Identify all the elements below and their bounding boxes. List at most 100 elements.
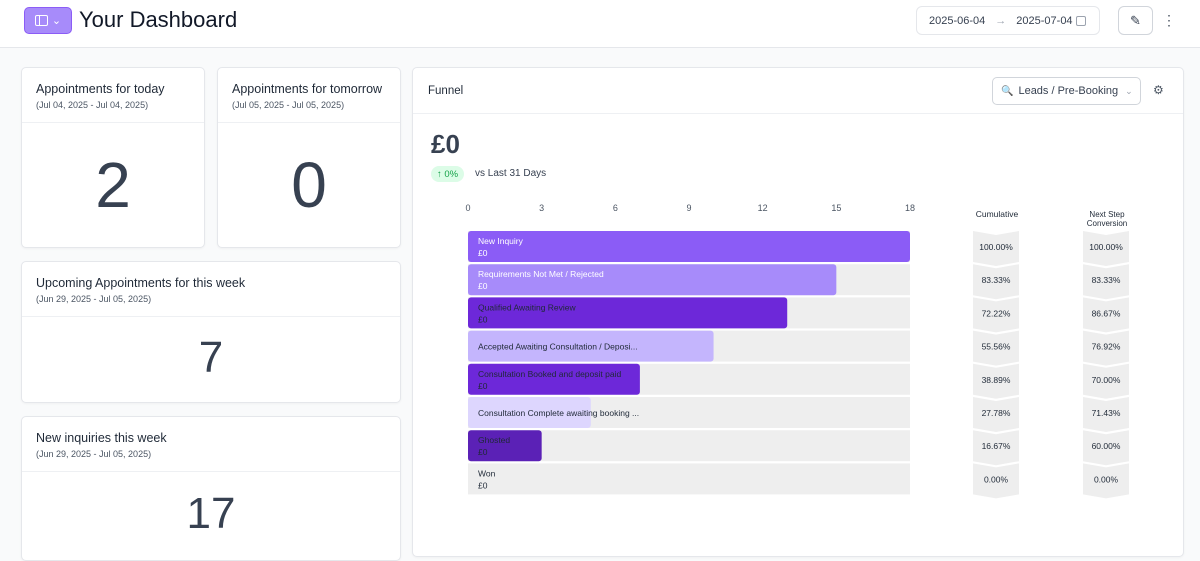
stage-amount: £0 <box>478 281 488 291</box>
next-step-conversion-value: 76.92% <box>1092 342 1121 352</box>
next-step-conversion-cell <box>1083 330 1129 366</box>
comparison-text: vs Last 31 Days <box>475 168 547 179</box>
next-step-conversion-cell <box>1083 264 1129 300</box>
cumulative-value: 38.89% <box>982 375 1011 385</box>
bar-track <box>468 463 910 495</box>
edit-dashboard-button[interactable]: ✎ <box>1118 6 1153 35</box>
funnel-total-value: £0 <box>431 129 460 159</box>
stage-amount: £0 <box>478 314 488 324</box>
card-title: Appointments for tomorrow <box>232 82 383 96</box>
pencil-icon: ✎ <box>1130 12 1141 28</box>
chevron-down-icon: ⌄ <box>51 15 62 27</box>
stage-label: Ghosted <box>478 435 510 445</box>
cumulative-cell <box>973 231 1019 266</box>
next-step-conversion-cell <box>1083 397 1129 432</box>
card-date-range: (Jun 29, 2025 - Jul 05, 2025) <box>36 294 152 304</box>
calendar-icon[interactable] <box>1075 15 1086 26</box>
cumulative-cell <box>973 430 1019 466</box>
x-tick-label: 12 <box>758 203 768 213</box>
next-step-conversion-value: 100.00% <box>1089 242 1123 252</box>
card-date-range: (Jul 05, 2025 - Jul 05, 2025) <box>232 100 345 110</box>
stage-label: Won <box>478 468 496 478</box>
card-title: Upcoming Appointments for this week <box>36 276 246 290</box>
cumulative-value: 0.00% <box>984 474 1009 484</box>
stage-label: Consultation Complete awaiting booking .… <box>478 408 639 418</box>
cumulative-cell <box>973 264 1019 300</box>
card-divider <box>22 316 400 317</box>
next-step-conversion-cell <box>1083 363 1129 399</box>
stage-amount: £0 <box>478 248 488 258</box>
bar-track <box>468 430 910 462</box>
funnel-title: Funnel <box>428 85 464 97</box>
appointments-tomorrow-card: Appointments for tomorrow (Jul 05, 2025 … <box>217 67 401 248</box>
appointments-today-card: Appointments for today (Jul 04, 2025 - J… <box>21 67 205 248</box>
cumulative-value: 16.67% <box>982 441 1011 451</box>
cumulative-value: 55.56% <box>982 342 1011 352</box>
date-end[interactable]: 2025-07-04 <box>1016 14 1073 27</box>
cumulative-cell <box>973 330 1019 366</box>
card-divider <box>218 122 400 123</box>
card-date-range: (Jul 04, 2025 - Jul 04, 2025) <box>36 100 149 110</box>
stage-label: Accepted Awaiting Consultation / Deposi.… <box>478 342 638 352</box>
cumulative-value: 100.00% <box>979 242 1013 252</box>
next-step-header: Conversion <box>1087 219 1127 228</box>
x-tick-label: 9 <box>686 203 691 213</box>
cumulative-cell <box>973 297 1019 333</box>
upcoming-appointments-card: Upcoming Appointments for this week (Jun… <box>21 261 401 403</box>
layout-menu-button[interactable]: ⌄ <box>24 7 72 34</box>
funnel-bar <box>468 297 788 329</box>
card-divider <box>22 122 204 123</box>
funnel-bar <box>468 397 591 428</box>
stage-amount: £0 <box>478 447 488 457</box>
funnel-bar <box>468 231 910 262</box>
next-step-conversion-cell <box>1083 430 1129 466</box>
next-step-conversion-value: 60.00% <box>1092 441 1121 451</box>
change-badge: ↑ 0% <box>431 166 465 182</box>
card-divider <box>22 471 400 472</box>
x-tick-label: 3 <box>539 203 544 213</box>
cumulative-cell <box>973 397 1019 432</box>
pipeline-select[interactable]: 🔍 Leads / Pre-Booking ⌄ <box>992 77 1141 105</box>
cumulative-cell <box>973 463 1019 499</box>
next-step-conversion-value: 0.00% <box>1094 474 1119 484</box>
layout-icon <box>34 15 48 26</box>
next-step-conversion-value: 70.00% <box>1092 375 1121 385</box>
next-step-conversion-value: 71.43% <box>1092 408 1121 418</box>
funnel-bar <box>468 430 542 462</box>
date-start[interactable]: 2025-06-04 <box>929 14 986 27</box>
next-step-conversion-cell <box>1083 231 1129 266</box>
x-tick-label: 0 <box>465 203 470 213</box>
filter-settings-icon[interactable]: ⚙ <box>1153 83 1164 97</box>
page-title: Your Dashboard <box>79 7 238 32</box>
funnel-card: 0 3 6 9 12 15 18 Cumulative Next Step Conversion N… <box>412 67 1184 557</box>
x-tick-label: 6 <box>613 203 618 213</box>
card-value: 7 <box>198 333 224 382</box>
date-range-picker[interactable]: 2025-06-04 → 2025-07-04 <box>916 6 1100 35</box>
funnel-bar <box>468 330 714 362</box>
x-tick-label: 15 <box>831 203 841 213</box>
funnel-header: Funnel 🔍 Leads / Pre-Booking ⌄ ⚙ <box>413 68 1183 114</box>
cumulative-cell <box>973 363 1019 399</box>
funnel-bar <box>468 363 640 395</box>
pipeline-select-value: Leads / Pre-Booking <box>1018 85 1119 97</box>
next-step-conversion-value: 86.67% <box>1092 308 1121 318</box>
stage-label: New Inquiry <box>478 236 524 246</box>
stage-label: Consultation Booked and deposit paid <box>478 369 621 379</box>
top-bar: ⌄ Your Dashboard 2025-06-04 → 2025-07-04… <box>0 0 1200 48</box>
next-step-conversion-cell <box>1083 297 1129 333</box>
stage-amount: £0 <box>478 381 488 391</box>
cumulative-header: Cumulative <box>976 209 1019 219</box>
stage-amount: £0 <box>478 480 488 490</box>
cumulative-value: 27.78% <box>982 408 1011 418</box>
funnel-bar <box>468 264 837 296</box>
cumulative-value: 72.22% <box>982 308 1011 318</box>
card-title: New inquiries this week <box>36 431 167 445</box>
search-icon: 🔍 <box>1001 85 1014 97</box>
next-step-conversion-value: 83.33% <box>1092 275 1121 285</box>
chevron-down-icon: ⌄ <box>1125 85 1133 96</box>
more-options-icon[interactable]: ⋮ <box>1162 11 1176 28</box>
card-title: Appointments for today <box>36 82 165 96</box>
stage-label: Requirements Not Met / Rejected <box>478 269 604 279</box>
next-step-header: Next Step <box>1089 210 1125 219</box>
